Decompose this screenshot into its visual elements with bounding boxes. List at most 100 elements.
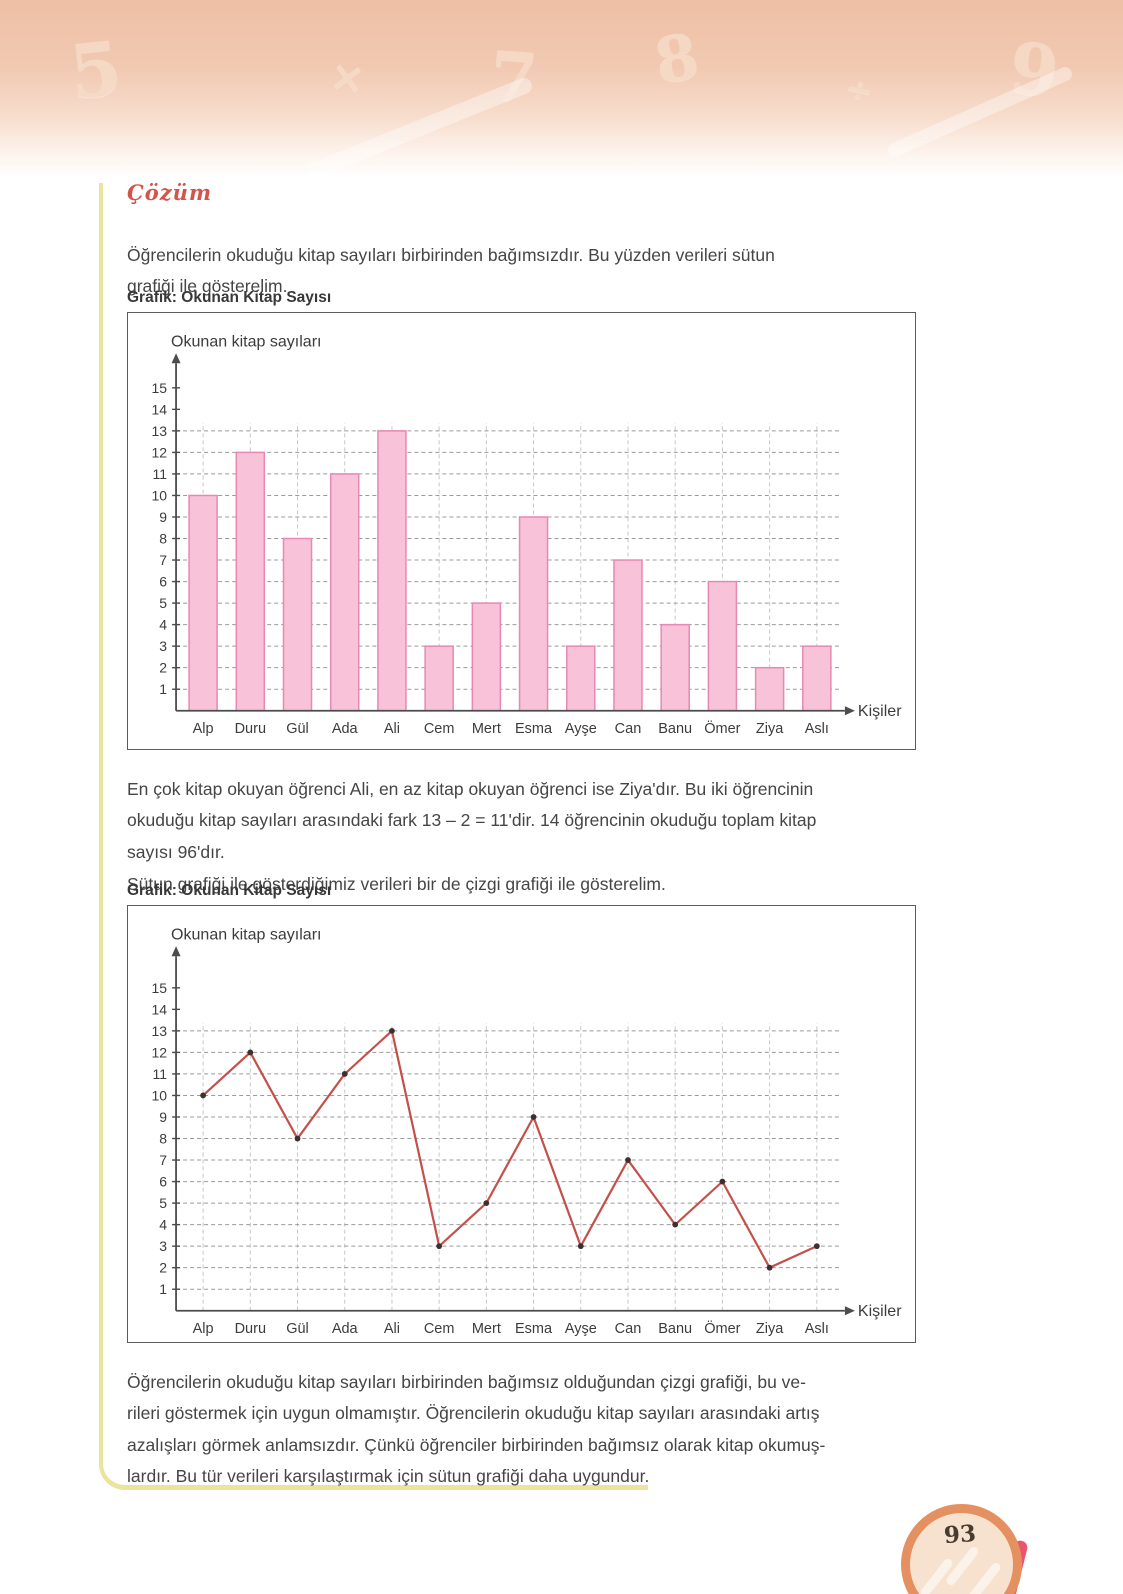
bar-chart-caption: Grafik: Okunan Kitap Sayısı: [127, 289, 332, 306]
category-label-Ada: Ada: [332, 1321, 359, 1337]
y-tick-label-11: 11: [153, 466, 168, 482]
category-label-Gül: Gül: [286, 721, 309, 737]
category-label-Can: Can: [615, 1321, 642, 1337]
point-Gül: [294, 1135, 301, 1142]
bar-Aslı: [802, 645, 832, 712]
category-label-Aslı: Aslı: [805, 1321, 829, 1337]
x-axis-arrow-icon: [844, 706, 855, 716]
category-label-Ömer: Ömer: [704, 1319, 740, 1337]
category-label-Banu: Banu: [658, 721, 692, 737]
category-label-Banu: Banu: [658, 1321, 692, 1337]
line-chart-caption: Grafik: Okunan Kitap Sayısı: [127, 882, 332, 899]
bar-chart-panel: 1 2 3 4 5 6 7 8 9 10 11 12 13 14 15 Alp Duru Gül Ada Ali Cem…: [127, 312, 916, 750]
page-number-badge: 93: [896, 1500, 1036, 1594]
point-Aslı: [813, 1243, 820, 1250]
category-label-Ayşe: Ayşe: [565, 721, 597, 737]
category-label-Ayşe: Ayşe: [565, 1321, 597, 1337]
badge-circle: 93: [901, 1504, 1022, 1594]
category-label-Esma: Esma: [515, 1321, 553, 1337]
point-Banu: [672, 1221, 679, 1228]
category-label-Can: Can: [615, 721, 642, 737]
y-tick-label-15: 15: [151, 980, 167, 996]
category-label-Aslı: Aslı: [805, 721, 829, 737]
y-tick-label-7: 7: [159, 552, 167, 568]
x-axis-title: Kişiler: [858, 1302, 902, 1320]
category-label-Alp: Alp: [193, 1321, 214, 1337]
watermark-multiply-sign: ×: [326, 49, 369, 104]
y-tick-label-3: 3: [159, 638, 167, 654]
bar-Esma: [518, 516, 549, 712]
solution-heading: Çözüm: [127, 180, 213, 205]
y-tick-label-13: 13: [151, 423, 167, 439]
point-Ada: [341, 1071, 348, 1077]
bar-Ada: [329, 473, 360, 712]
category-label-Ziya: Ziya: [756, 1321, 784, 1337]
y-tick-label-4: 4: [159, 1217, 167, 1233]
y-tick-label-10: 10: [151, 1087, 167, 1103]
y-tick-label-4: 4: [159, 617, 167, 633]
y-tick-label-12: 12: [151, 1044, 167, 1060]
badge-streak: [966, 1561, 1003, 1594]
point-Esma: [530, 1114, 537, 1120]
bar-Ömer: [707, 580, 738, 712]
category-label-Mert: Mert: [472, 721, 501, 737]
point-Ayşe: [577, 1243, 584, 1250]
y-tick-label-12: 12: [151, 444, 167, 460]
y-tick-label-14: 14: [151, 401, 167, 417]
point-Ömer: [719, 1178, 726, 1185]
y-tick-label-9: 9: [159, 509, 167, 525]
y-tick-label-8: 8: [159, 531, 167, 547]
y-axis-arrow-icon: [171, 946, 181, 957]
bar-Gül: [282, 537, 313, 712]
y-tick-label-14: 14: [151, 1001, 167, 1017]
page-number: 93: [943, 1519, 977, 1550]
conclusion-paragraph: Öğrencilerin okuduğu kitap sayıları birb…: [127, 1371, 826, 1487]
y-tick-label-6: 6: [159, 574, 167, 590]
category-label-Gül: Gül: [286, 1321, 309, 1337]
bar-Ayşe: [566, 645, 596, 712]
y-tick-label-2: 2: [159, 660, 167, 676]
category-label-Ali: Ali: [384, 721, 400, 737]
bar-Alp: [188, 494, 218, 712]
point-Mert: [483, 1200, 490, 1207]
point-Ali: [389, 1027, 395, 1034]
watermark-number-8: 8: [648, 18, 705, 99]
y-tick-label-9: 9: [159, 1109, 167, 1125]
category-label-Duru: Duru: [235, 721, 266, 737]
bar-Ziya: [754, 666, 785, 712]
category-label-Mert: Mert: [472, 1321, 501, 1337]
bar-Can: [613, 559, 643, 712]
bar-Banu: [660, 623, 690, 712]
y-tick-label-1: 1: [159, 681, 167, 697]
category-label-Ada: Ada: [332, 721, 359, 737]
y-tick-label-15: 15: [151, 380, 167, 396]
y-tick-label-3: 3: [159, 1238, 167, 1254]
category-label-Ziya: Ziya: [756, 721, 784, 737]
watermark-divide-sign: ÷: [841, 67, 878, 113]
bar-Mert: [471, 602, 502, 712]
category-label-Alp: Alp: [193, 721, 214, 737]
data-line: [202, 1028, 818, 1270]
bar-Duru: [235, 451, 266, 712]
y-tick-label-8: 8: [159, 1131, 167, 1147]
y-tick-label-5: 5: [159, 595, 167, 611]
category-label-Cem: Cem: [424, 1321, 455, 1337]
y-tick-label-10: 10: [151, 487, 167, 503]
bar-Ali: [377, 430, 407, 712]
y-axis-title: Okunan kitap sayıları: [171, 332, 321, 350]
y-axis-title: Okunan kitap sayıları: [171, 925, 321, 943]
category-label-Ömer: Ömer: [704, 719, 740, 737]
point-Alp: [200, 1092, 206, 1099]
category-label-Esma: Esma: [515, 721, 553, 737]
y-tick-label-11: 11: [153, 1066, 168, 1082]
y-tick-label-1: 1: [159, 1281, 167, 1297]
bar-Cem: [424, 645, 454, 712]
intro-paragraph: Öğrencilerin okuduğu kitap sayıları birb…: [127, 244, 775, 297]
watermark-number-5: 5: [65, 25, 126, 117]
x-axis-arrow-icon: [844, 1306, 855, 1316]
y-tick-label-5: 5: [159, 1195, 167, 1211]
y-axis-arrow-icon: [171, 353, 181, 364]
transition-paragraph: Sütun grafiği ile gösterdiğimiz verileri…: [127, 873, 666, 894]
x-axis-title: Kişiler: [858, 702, 902, 720]
